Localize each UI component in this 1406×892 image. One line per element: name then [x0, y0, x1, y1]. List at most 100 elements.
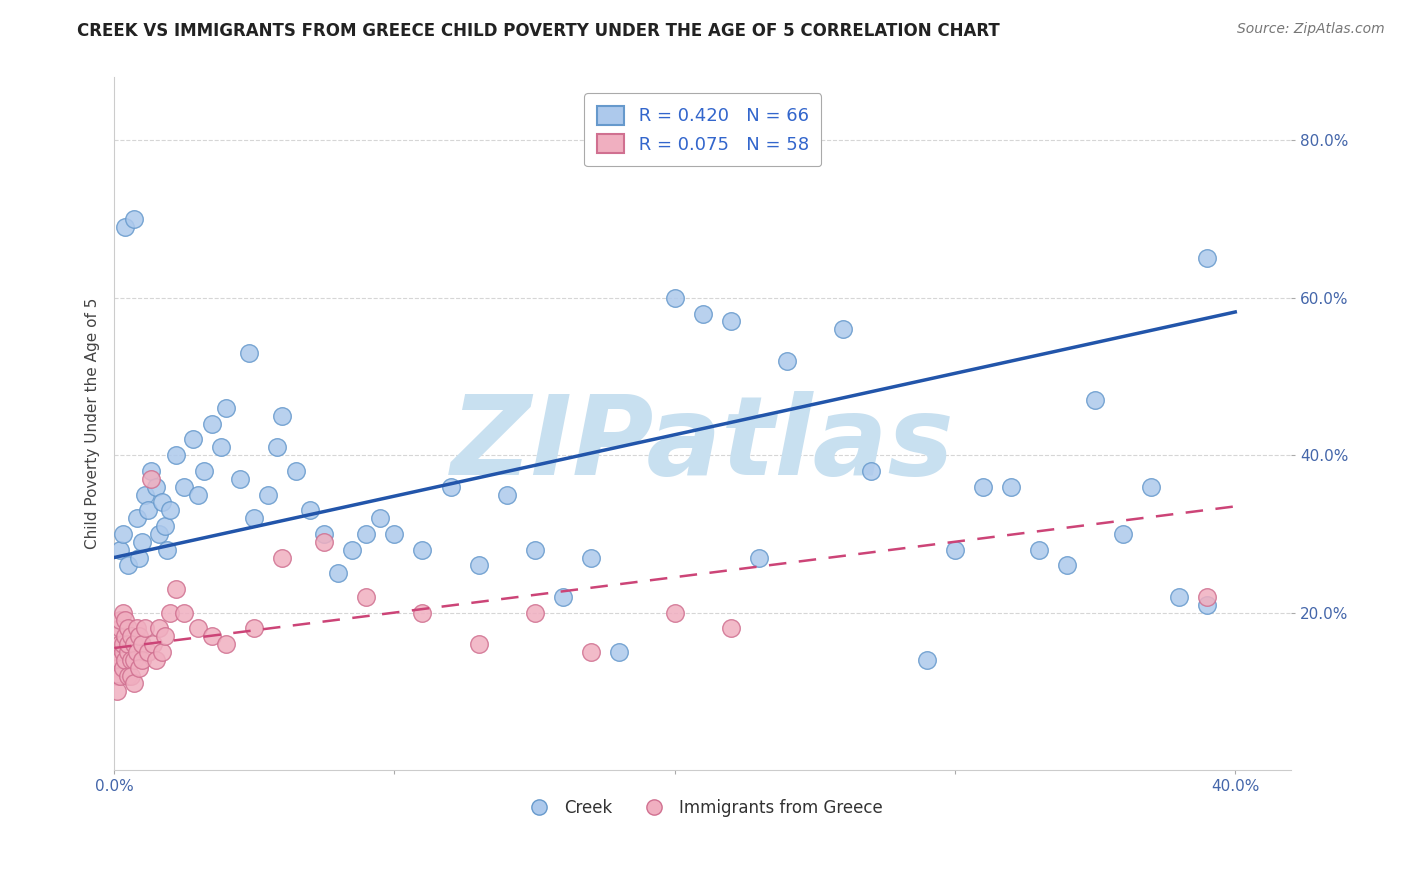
Point	[215, 637, 238, 651]
Point	[134, 621, 156, 635]
Point	[150, 495, 173, 509]
Point	[108, 653, 131, 667]
Point	[664, 606, 686, 620]
Point	[1197, 590, 1219, 604]
Point	[692, 307, 714, 321]
Point	[114, 629, 136, 643]
Legend: Creek, Immigrants from Greece: Creek, Immigrants from Greece	[516, 793, 890, 824]
Point	[105, 668, 128, 682]
Text: CREEK VS IMMIGRANTS FROM GREECE CHILD POVERTY UNDER THE AGE OF 5 CORRELATION CHA: CREEK VS IMMIGRANTS FROM GREECE CHILD PO…	[77, 22, 1000, 40]
Text: Source: ZipAtlas.com: Source: ZipAtlas.com	[1237, 22, 1385, 37]
Point	[384, 527, 406, 541]
Point	[114, 219, 136, 234]
Point	[159, 606, 181, 620]
Point	[117, 621, 139, 635]
Point	[238, 346, 260, 360]
Point	[328, 566, 350, 581]
Point	[108, 621, 131, 635]
Point	[122, 637, 145, 651]
Point	[125, 621, 148, 635]
Point	[439, 480, 461, 494]
Point	[467, 637, 489, 651]
Point	[139, 464, 162, 478]
Point	[243, 511, 266, 525]
Point	[136, 645, 159, 659]
Point	[159, 503, 181, 517]
Point	[972, 480, 994, 494]
Point	[181, 433, 204, 447]
Point	[165, 582, 187, 596]
Point	[1168, 590, 1191, 604]
Point	[1197, 252, 1219, 266]
Point	[411, 542, 433, 557]
Point	[148, 621, 170, 635]
Point	[131, 637, 153, 651]
Point	[153, 519, 176, 533]
Point	[120, 668, 142, 682]
Point	[215, 401, 238, 415]
Point	[1056, 558, 1078, 573]
Point	[1084, 393, 1107, 408]
Point	[229, 472, 252, 486]
Point	[145, 480, 167, 494]
Point	[156, 542, 179, 557]
Point	[117, 558, 139, 573]
Point	[915, 653, 938, 667]
Point	[114, 614, 136, 628]
Point	[120, 629, 142, 643]
Point	[122, 653, 145, 667]
Point	[153, 629, 176, 643]
Point	[1112, 527, 1135, 541]
Point	[1140, 480, 1163, 494]
Point	[122, 212, 145, 227]
Point	[111, 661, 134, 675]
Point	[128, 550, 150, 565]
Point	[165, 448, 187, 462]
Point	[243, 621, 266, 635]
Point	[105, 684, 128, 698]
Y-axis label: Child Poverty Under the Age of 5: Child Poverty Under the Age of 5	[86, 298, 100, 549]
Point	[120, 653, 142, 667]
Point	[187, 487, 209, 501]
Point	[111, 645, 134, 659]
Point	[128, 629, 150, 643]
Point	[664, 291, 686, 305]
Point	[108, 542, 131, 557]
Point	[139, 472, 162, 486]
Point	[125, 645, 148, 659]
Point	[105, 661, 128, 675]
Point	[136, 503, 159, 517]
Point	[105, 645, 128, 659]
Point	[579, 550, 602, 565]
Point	[1197, 598, 1219, 612]
Point	[193, 464, 215, 478]
Point	[108, 637, 131, 651]
Point	[776, 353, 799, 368]
Point	[943, 542, 966, 557]
Point	[117, 645, 139, 659]
Point	[299, 503, 322, 517]
Point	[314, 527, 336, 541]
Point	[125, 511, 148, 525]
Point	[117, 637, 139, 651]
Point	[187, 621, 209, 635]
Point	[209, 440, 232, 454]
Point	[314, 534, 336, 549]
Point	[128, 661, 150, 675]
Point	[1000, 480, 1022, 494]
Point	[831, 322, 853, 336]
Point	[131, 534, 153, 549]
Text: ZIPatlas: ZIPatlas	[451, 391, 955, 498]
Point	[150, 645, 173, 659]
Point	[111, 527, 134, 541]
Point	[173, 480, 195, 494]
Point	[859, 464, 882, 478]
Point	[748, 550, 770, 565]
Point	[271, 550, 294, 565]
Point	[720, 314, 742, 328]
Point	[142, 637, 165, 651]
Point	[523, 542, 546, 557]
Point	[720, 621, 742, 635]
Point	[108, 668, 131, 682]
Point	[285, 464, 308, 478]
